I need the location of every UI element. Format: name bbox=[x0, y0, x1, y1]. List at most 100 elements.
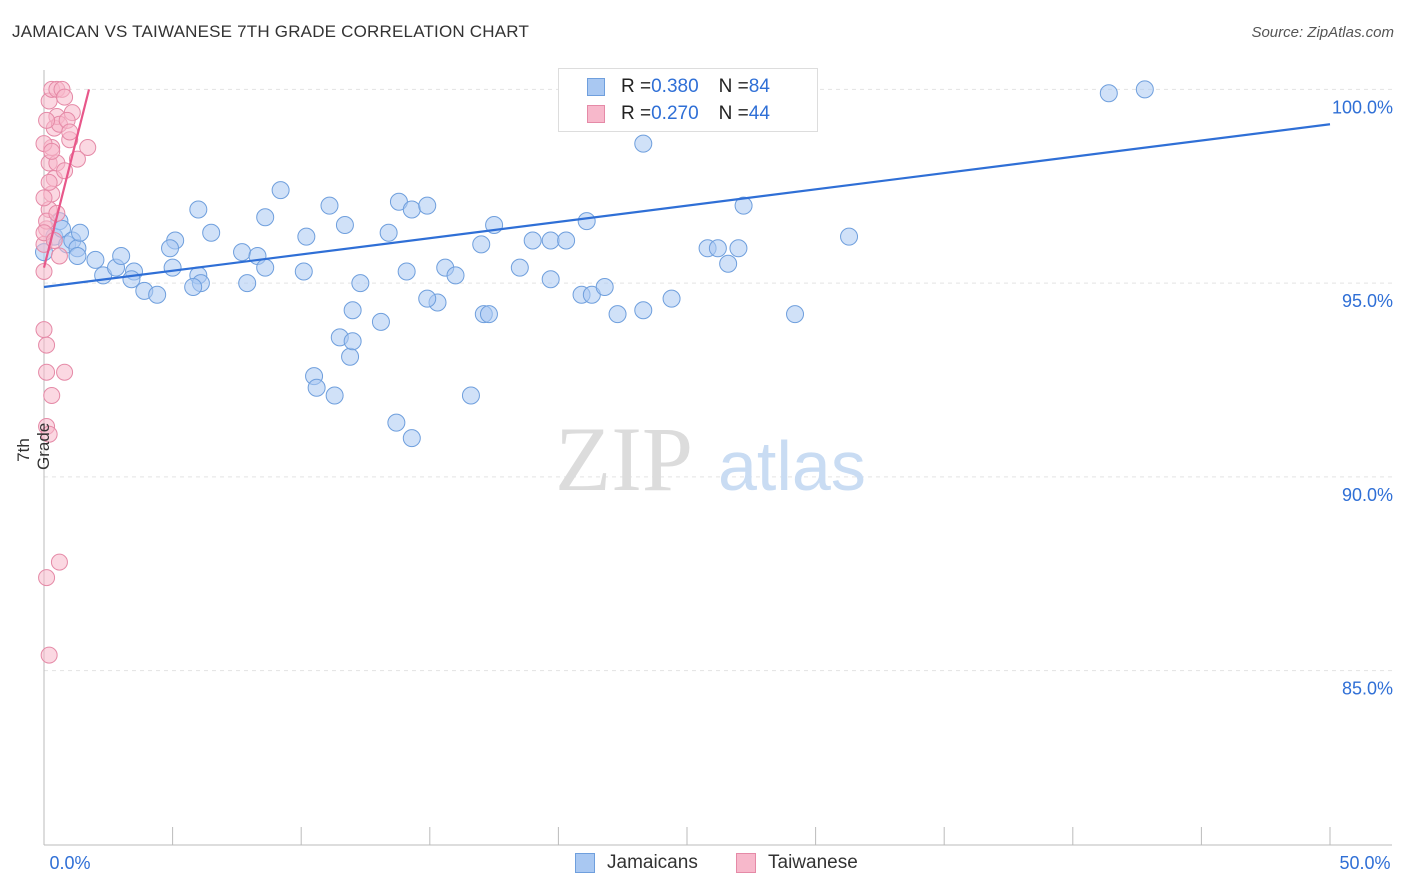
jamaican-point bbox=[238, 274, 257, 293]
taiwanese-point bbox=[43, 387, 61, 404]
jamaican-point bbox=[402, 200, 421, 219]
watermark-atlas: atlas bbox=[718, 427, 866, 505]
trend-lines bbox=[42, 89, 1331, 289]
jamaican-point bbox=[189, 200, 208, 219]
legend-item-jamaicans: Jamaicans bbox=[575, 852, 698, 874]
jamaican-point bbox=[1099, 84, 1118, 103]
taiwanese-points bbox=[35, 80, 97, 664]
n-value: 84 bbox=[748, 76, 770, 97]
taiwanese-point bbox=[43, 142, 61, 160]
taiwanese-point bbox=[38, 363, 56, 381]
n-value: 44 bbox=[748, 103, 770, 124]
jamaican-point bbox=[256, 258, 275, 277]
taiwanese-point bbox=[40, 173, 58, 191]
taiwanese-point bbox=[56, 88, 74, 106]
jamaicans-trend-line bbox=[43, 123, 1331, 289]
taiwanese-point bbox=[40, 646, 58, 664]
jamaicans-points bbox=[35, 80, 1154, 448]
taiwanese-point bbox=[61, 123, 79, 141]
stats-legend: R = 0.380 N = 84 R = 0.270 N = 44 bbox=[558, 68, 818, 132]
source-label: Source: ZipAtlas.com bbox=[1251, 24, 1394, 41]
legend-label-jamaicans: Jamaicans bbox=[607, 852, 698, 873]
series-legend: Jamaicans Taiwanese bbox=[0, 850, 1406, 878]
jamaican-point bbox=[371, 312, 390, 331]
jamaican-point bbox=[719, 254, 738, 273]
jamaican-point bbox=[541, 231, 560, 250]
jamaican-point bbox=[418, 196, 437, 215]
y-axis-label: 7th Grade bbox=[14, 422, 53, 470]
watermark-zip: ZIP bbox=[555, 408, 693, 510]
legend-item-taiwanese: Taiwanese bbox=[736, 852, 858, 874]
watermark: ZIP atlas bbox=[555, 408, 866, 510]
jamaican-point bbox=[557, 231, 576, 250]
taiwanese-point bbox=[35, 189, 53, 207]
jamaican-point bbox=[86, 250, 105, 269]
grid-lines bbox=[44, 88, 1392, 672]
jamaican-point bbox=[184, 278, 203, 296]
legend-swatch-blue bbox=[587, 78, 605, 96]
taiwanese-point bbox=[38, 111, 56, 129]
jamaican-point bbox=[729, 239, 748, 258]
jamaican-point bbox=[112, 247, 131, 265]
jamaican-point bbox=[379, 223, 398, 242]
jamaican-point bbox=[510, 258, 529, 277]
legend-swatch-taiwanese bbox=[736, 853, 756, 873]
jamaican-point bbox=[418, 289, 437, 308]
jamaican-point bbox=[662, 289, 681, 308]
jamaican-point bbox=[71, 223, 90, 242]
jamaican-point bbox=[387, 413, 406, 432]
jamaican-point bbox=[163, 258, 182, 277]
jamaican-point bbox=[523, 231, 542, 250]
legend-label-taiwanese: Taiwanese bbox=[768, 852, 858, 873]
jamaican-point bbox=[541, 270, 560, 289]
jamaican-point bbox=[343, 301, 362, 320]
jamaican-point bbox=[595, 278, 614, 296]
x-tick-label-max: 50.0% bbox=[1339, 853, 1390, 873]
jamaican-point bbox=[479, 305, 498, 324]
n-label: N = bbox=[718, 103, 749, 124]
y-tick-label: 90.0% bbox=[1342, 485, 1393, 505]
jamaican-point bbox=[472, 235, 491, 254]
r-value: 0.380 bbox=[651, 76, 699, 97]
jamaican-point bbox=[708, 239, 727, 258]
r-value: 0.270 bbox=[651, 103, 699, 124]
jamaican-point bbox=[577, 212, 596, 231]
r-label: R = bbox=[621, 103, 652, 124]
jamaican-point bbox=[271, 181, 290, 200]
jamaican-point bbox=[397, 262, 416, 281]
jamaican-point bbox=[634, 134, 653, 153]
y-tick-labels: 85.0% 90.0% 95.0% 100.0% bbox=[1332, 97, 1393, 698]
taiwanese-point bbox=[40, 425, 58, 443]
y-tick-label: 100.0% bbox=[1332, 97, 1393, 117]
y-tick-label: 95.0% bbox=[1342, 291, 1393, 311]
legend-swatch-jamaicans bbox=[575, 853, 595, 873]
jamaican-point bbox=[294, 262, 313, 281]
jamaican-point bbox=[161, 239, 180, 258]
jamaican-point bbox=[297, 227, 316, 246]
taiwanese-point bbox=[38, 569, 56, 587]
jamaican-point bbox=[343, 332, 362, 351]
jamaican-point bbox=[320, 196, 339, 215]
legend-row-jamaicans: R = 0.380 N = 84 bbox=[559, 73, 770, 101]
legend-swatch-pink bbox=[587, 105, 605, 123]
jamaican-point bbox=[786, 305, 805, 324]
taiwanese-trend-line bbox=[42, 89, 91, 268]
jamaican-point bbox=[1135, 80, 1154, 99]
x-tick-label-min: 0.0% bbox=[49, 853, 90, 873]
taiwanese-point bbox=[56, 363, 74, 381]
r-label: R = bbox=[621, 76, 652, 97]
jamaican-point bbox=[202, 223, 221, 242]
y-tick-label: 85.0% bbox=[1342, 679, 1393, 699]
jamaican-point bbox=[325, 386, 344, 405]
jamaican-point bbox=[461, 386, 480, 405]
axes bbox=[43, 70, 1392, 846]
taiwanese-point bbox=[38, 336, 56, 354]
jamaican-point bbox=[446, 266, 465, 285]
jamaican-point bbox=[148, 285, 167, 304]
jamaican-point bbox=[233, 243, 252, 262]
jamaican-point bbox=[608, 305, 627, 324]
taiwanese-point bbox=[79, 139, 97, 156]
jamaican-point bbox=[256, 208, 275, 227]
legend-row-taiwanese: R = 0.270 N = 44 bbox=[559, 100, 770, 128]
